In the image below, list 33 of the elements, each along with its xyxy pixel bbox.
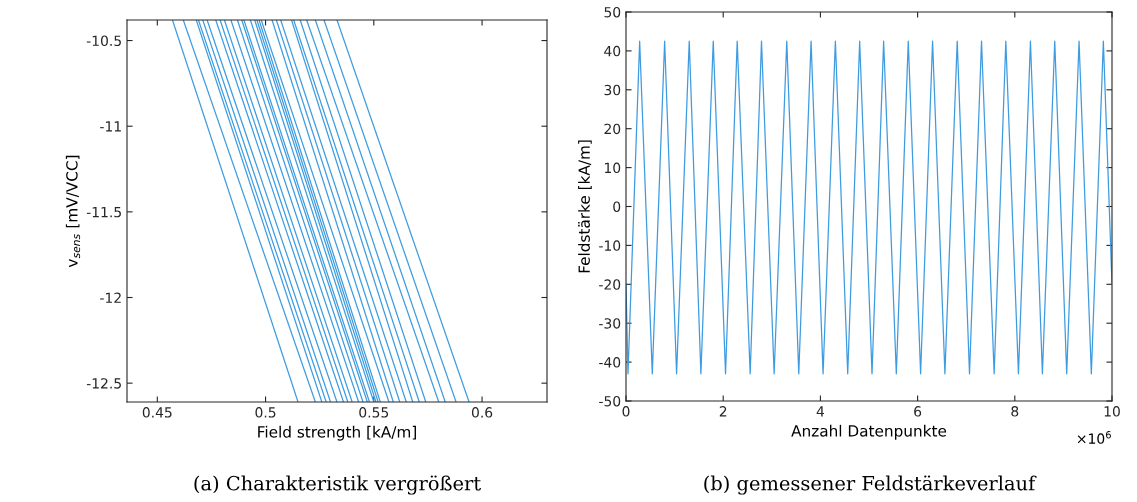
x-tick-label: 0 xyxy=(622,406,630,417)
y-tick-label: 0 xyxy=(613,201,621,212)
y-tick-label: -40 xyxy=(599,357,621,368)
text: ×10$^{6}$ xyxy=(1077,431,1111,444)
y-tick-label: -11.5 xyxy=(86,207,121,218)
y-tick-label: -50 xyxy=(599,395,621,407)
y-tick-label: 30 xyxy=(604,84,621,96)
y-tick-label: -10.5 xyxy=(86,35,121,47)
x-tick-label: 0.6 xyxy=(471,407,493,418)
x-axis-title: Anzahl Datenpunkte xyxy=(791,424,947,440)
x-tick-label: 0.55 xyxy=(359,407,389,418)
text: (b) gemessener Feldstärkeverlauf xyxy=(704,475,1037,495)
y-tick-label: -30 xyxy=(599,318,621,329)
y-tick-label: 20 xyxy=(604,123,621,135)
y-tick-label: -12 xyxy=(100,292,121,303)
x-tick-label: 4 xyxy=(816,406,825,417)
y-axis-title: Feldstärke [kA/m] xyxy=(578,140,592,273)
x-axis-title: Field strength [kA/m] xyxy=(258,425,416,441)
y-tick-label: -20 xyxy=(599,279,621,290)
y-tick-label: 40 xyxy=(604,45,621,57)
y-tick-label: -10 xyxy=(599,240,621,251)
y-tick-label: -12.5 xyxy=(86,378,121,389)
text: (a) Charakteristik vergrößert xyxy=(194,475,481,495)
y-axis-title: v$_{sens}$ [mV/VCC] xyxy=(65,155,81,268)
x-tick-label: 8 xyxy=(1011,406,1019,417)
y-tick-label: -11 xyxy=(100,121,121,132)
x-tick-label: 10 xyxy=(1104,406,1120,417)
x-tick-label: 6 xyxy=(914,406,922,417)
x-tick-label: 2 xyxy=(719,406,727,417)
y-tick-label: 50 xyxy=(604,6,621,18)
x-tick-label: 0.45 xyxy=(142,407,172,418)
y-tick-label: 10 xyxy=(604,162,621,174)
x-tick-label: 0.5 xyxy=(255,407,276,418)
